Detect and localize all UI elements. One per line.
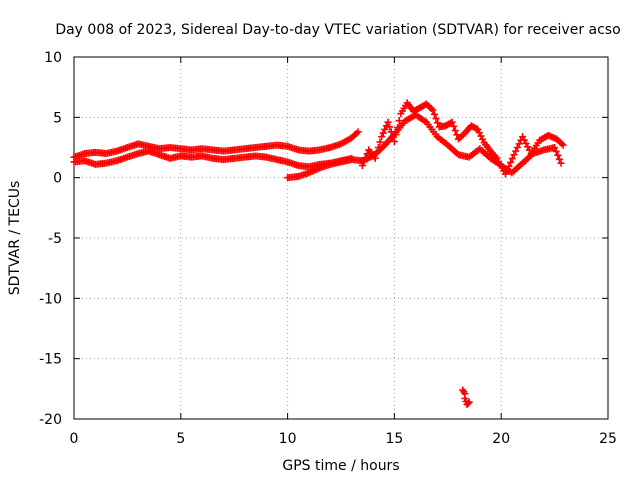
data-point bbox=[464, 399, 472, 407]
y-tick-label: -15 bbox=[39, 352, 62, 368]
data-point bbox=[552, 147, 560, 155]
data-point bbox=[448, 118, 456, 126]
data-point bbox=[373, 149, 381, 157]
y-tick-label: -5 bbox=[48, 231, 62, 247]
data-point bbox=[381, 125, 389, 133]
series-afternoon-peaks bbox=[358, 99, 567, 178]
data-point bbox=[512, 147, 520, 155]
x-axis-label: GPS time / hours bbox=[282, 458, 399, 474]
data-point bbox=[450, 122, 458, 130]
data-point bbox=[395, 117, 403, 125]
data-point bbox=[508, 155, 516, 163]
data-point bbox=[384, 118, 392, 126]
data-point bbox=[451, 127, 459, 135]
data-point bbox=[394, 124, 402, 132]
data-point bbox=[376, 138, 384, 146]
x-tick-label: 10 bbox=[279, 431, 297, 447]
data-point bbox=[507, 158, 515, 166]
x-tick-label: 5 bbox=[176, 431, 185, 447]
chart-title: Day 008 of 2023, Sidereal Day-to-day VTE… bbox=[55, 22, 620, 38]
data-point bbox=[379, 129, 387, 137]
data-point bbox=[371, 154, 379, 162]
y-tick-label: 5 bbox=[53, 110, 62, 126]
data-point bbox=[360, 158, 368, 166]
data-point bbox=[386, 123, 394, 131]
series-band-upper bbox=[70, 128, 362, 161]
x-tick-label: 15 bbox=[385, 431, 403, 447]
x-tick-label: 0 bbox=[70, 431, 79, 447]
data-point bbox=[378, 133, 386, 141]
data-point bbox=[434, 119, 442, 127]
axis-ticks: 0 5 10 15 20 25 -20 -15 -10 -5 0 5 10 bbox=[39, 50, 617, 447]
x-tick-label: 20 bbox=[492, 431, 510, 447]
y-tick-label: -10 bbox=[39, 291, 62, 307]
data-point bbox=[477, 132, 485, 140]
data-point bbox=[505, 162, 513, 170]
data-point bbox=[465, 398, 473, 406]
data-point bbox=[387, 128, 395, 136]
y-tick-label: 0 bbox=[53, 171, 62, 187]
data-point bbox=[555, 155, 563, 163]
data-point bbox=[374, 144, 382, 151]
series-outlier-cluster bbox=[459, 386, 473, 409]
data-point bbox=[392, 131, 400, 139]
data-point bbox=[358, 162, 366, 170]
data-series bbox=[70, 99, 567, 409]
data-point bbox=[503, 166, 511, 174]
data-point bbox=[554, 151, 562, 159]
grid bbox=[73, 56, 609, 420]
data-point bbox=[432, 115, 440, 123]
data-point bbox=[510, 151, 518, 159]
data-point bbox=[382, 122, 390, 130]
data-point bbox=[515, 140, 523, 148]
y-tick-label: -20 bbox=[39, 412, 62, 428]
data-point bbox=[390, 137, 398, 145]
y-tick-label: 10 bbox=[44, 50, 62, 66]
data-point bbox=[429, 106, 437, 114]
x-tick-label: 25 bbox=[599, 431, 617, 447]
data-point bbox=[513, 144, 521, 151]
data-point bbox=[551, 144, 559, 151]
data-point bbox=[362, 154, 370, 162]
data-point bbox=[557, 159, 565, 167]
data-point bbox=[430, 110, 438, 118]
data-point bbox=[501, 170, 509, 178]
y-axis-label: SDTVAR / TECUs bbox=[7, 181, 23, 296]
data-point bbox=[559, 141, 567, 149]
data-point bbox=[354, 128, 362, 136]
